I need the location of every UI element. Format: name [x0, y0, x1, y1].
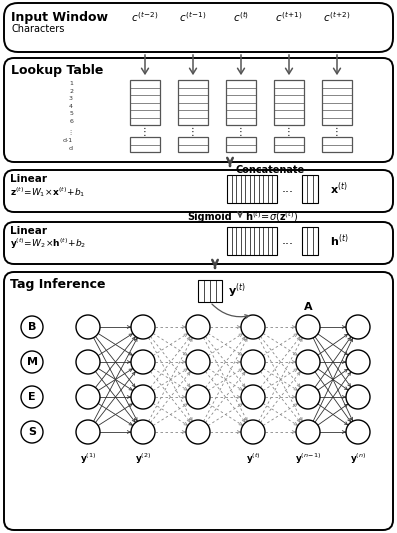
- Text: ...: ...: [282, 235, 294, 247]
- Circle shape: [346, 315, 370, 339]
- Text: $\mathbf{h}^{(t)}\!=\!\sigma(\mathbf{z}^{(t)})$: $\mathbf{h}^{(t)}\!=\!\sigma(\mathbf{z}^…: [245, 209, 298, 224]
- Text: $\mathbf{y}^{(t)}$: $\mathbf{y}^{(t)}$: [228, 282, 246, 300]
- Bar: [130, 137, 160, 152]
- Bar: [274, 137, 304, 152]
- Text: 1: 1: [69, 81, 73, 86]
- Circle shape: [76, 385, 100, 409]
- Text: ⋮: ⋮: [140, 127, 150, 137]
- Bar: [227, 227, 277, 255]
- Circle shape: [186, 385, 210, 409]
- Text: $\mathbf{z}^{(t)}\!=\!W_1\!\times\!\mathbf{x}^{(t)}\!+\!b_1$: $\mathbf{z}^{(t)}\!=\!W_1\!\times\!\math…: [10, 185, 85, 199]
- Bar: [178, 80, 208, 125]
- Circle shape: [346, 420, 370, 444]
- Circle shape: [241, 385, 265, 409]
- Text: $c^{(t\!-\!2)}$: $c^{(t\!-\!2)}$: [131, 10, 159, 24]
- Circle shape: [186, 420, 210, 444]
- Text: Tag Inference: Tag Inference: [10, 278, 106, 291]
- Text: $\mathbf{x}^{(t)}$: $\mathbf{x}^{(t)}$: [330, 181, 348, 197]
- Text: 2: 2: [69, 89, 73, 94]
- Circle shape: [131, 350, 155, 374]
- Circle shape: [241, 350, 265, 374]
- Circle shape: [21, 386, 43, 408]
- Circle shape: [346, 350, 370, 374]
- Circle shape: [186, 315, 210, 339]
- Circle shape: [76, 315, 100, 339]
- Text: $\mathbf{y}^{(2)}$: $\mathbf{y}^{(2)}$: [135, 452, 151, 466]
- Text: $\mathbf{y}^{(t)}\!=\!W_2\!\times\!\mathbf{h}^{(t)}\!+\!b_2$: $\mathbf{y}^{(t)}\!=\!W_2\!\times\!\math…: [10, 237, 87, 252]
- Circle shape: [131, 315, 155, 339]
- Text: S: S: [28, 427, 36, 437]
- Bar: [226, 80, 256, 125]
- Bar: [198, 280, 222, 302]
- FancyBboxPatch shape: [4, 170, 393, 212]
- Text: M: M: [27, 357, 37, 367]
- Text: Concatenate: Concatenate: [235, 165, 304, 175]
- Bar: [227, 175, 277, 203]
- Text: B: B: [28, 322, 36, 332]
- Bar: [178, 137, 208, 152]
- Text: $\mathbf{y}^{(1)}$: $\mathbf{y}^{(1)}$: [80, 452, 96, 466]
- Bar: [302, 175, 318, 203]
- Circle shape: [241, 315, 265, 339]
- Text: Linear: Linear: [10, 174, 47, 184]
- Text: 4: 4: [69, 104, 73, 109]
- Text: 3: 3: [69, 96, 73, 101]
- Text: $\mathbf{y}^{(n)}$: $\mathbf{y}^{(n)}$: [350, 452, 366, 466]
- Circle shape: [186, 350, 210, 374]
- Circle shape: [21, 421, 43, 443]
- Text: E: E: [28, 392, 36, 402]
- Text: $c^{(t)}$: $c^{(t)}$: [233, 10, 249, 24]
- Circle shape: [76, 420, 100, 444]
- Text: ⋮: ⋮: [67, 130, 73, 134]
- Bar: [274, 80, 304, 125]
- Bar: [130, 80, 160, 125]
- FancyBboxPatch shape: [4, 272, 393, 530]
- Text: 5: 5: [69, 111, 73, 116]
- Text: Characters: Characters: [11, 24, 64, 34]
- Bar: [322, 80, 352, 125]
- Text: $c^{(t\!-\!1)}$: $c^{(t\!-\!1)}$: [179, 10, 206, 24]
- Bar: [226, 137, 256, 152]
- Text: $\mathbf{h}^{(t)}$: $\mathbf{h}^{(t)}$: [330, 233, 349, 249]
- Bar: [302, 227, 318, 255]
- Text: A: A: [304, 302, 312, 312]
- Circle shape: [131, 385, 155, 409]
- Text: ⋮: ⋮: [236, 127, 246, 137]
- Circle shape: [21, 316, 43, 338]
- Text: ⋮: ⋮: [188, 127, 198, 137]
- Circle shape: [131, 420, 155, 444]
- Circle shape: [296, 315, 320, 339]
- Circle shape: [241, 420, 265, 444]
- Text: $c^{(t\!+\!1)}$: $c^{(t\!+\!1)}$: [276, 10, 303, 24]
- Text: Linear: Linear: [10, 226, 47, 236]
- Text: $\mathbf{y}^{(t)}$: $\mathbf{y}^{(t)}$: [246, 452, 260, 466]
- Text: Input Window: Input Window: [11, 11, 108, 24]
- Circle shape: [296, 350, 320, 374]
- Text: Sigmoid: Sigmoid: [187, 212, 232, 222]
- Circle shape: [296, 385, 320, 409]
- Circle shape: [21, 351, 43, 373]
- Text: ⋮: ⋮: [284, 127, 294, 137]
- Text: Lookup Table: Lookup Table: [11, 64, 103, 77]
- FancyBboxPatch shape: [4, 58, 393, 162]
- Text: ⋮: ⋮: [332, 127, 342, 137]
- Text: $c^{(t\!+\!2)}$: $c^{(t\!+\!2)}$: [324, 10, 351, 24]
- Text: ...: ...: [282, 182, 294, 196]
- Circle shape: [296, 420, 320, 444]
- FancyBboxPatch shape: [4, 3, 393, 52]
- Text: $\mathbf{y}^{(n\!-\!1)}$: $\mathbf{y}^{(n\!-\!1)}$: [295, 452, 321, 466]
- Text: d-1: d-1: [63, 138, 73, 143]
- Text: d: d: [69, 146, 73, 151]
- FancyBboxPatch shape: [4, 222, 393, 264]
- Circle shape: [76, 350, 100, 374]
- Bar: [322, 137, 352, 152]
- Circle shape: [346, 385, 370, 409]
- Text: 6: 6: [69, 119, 73, 124]
